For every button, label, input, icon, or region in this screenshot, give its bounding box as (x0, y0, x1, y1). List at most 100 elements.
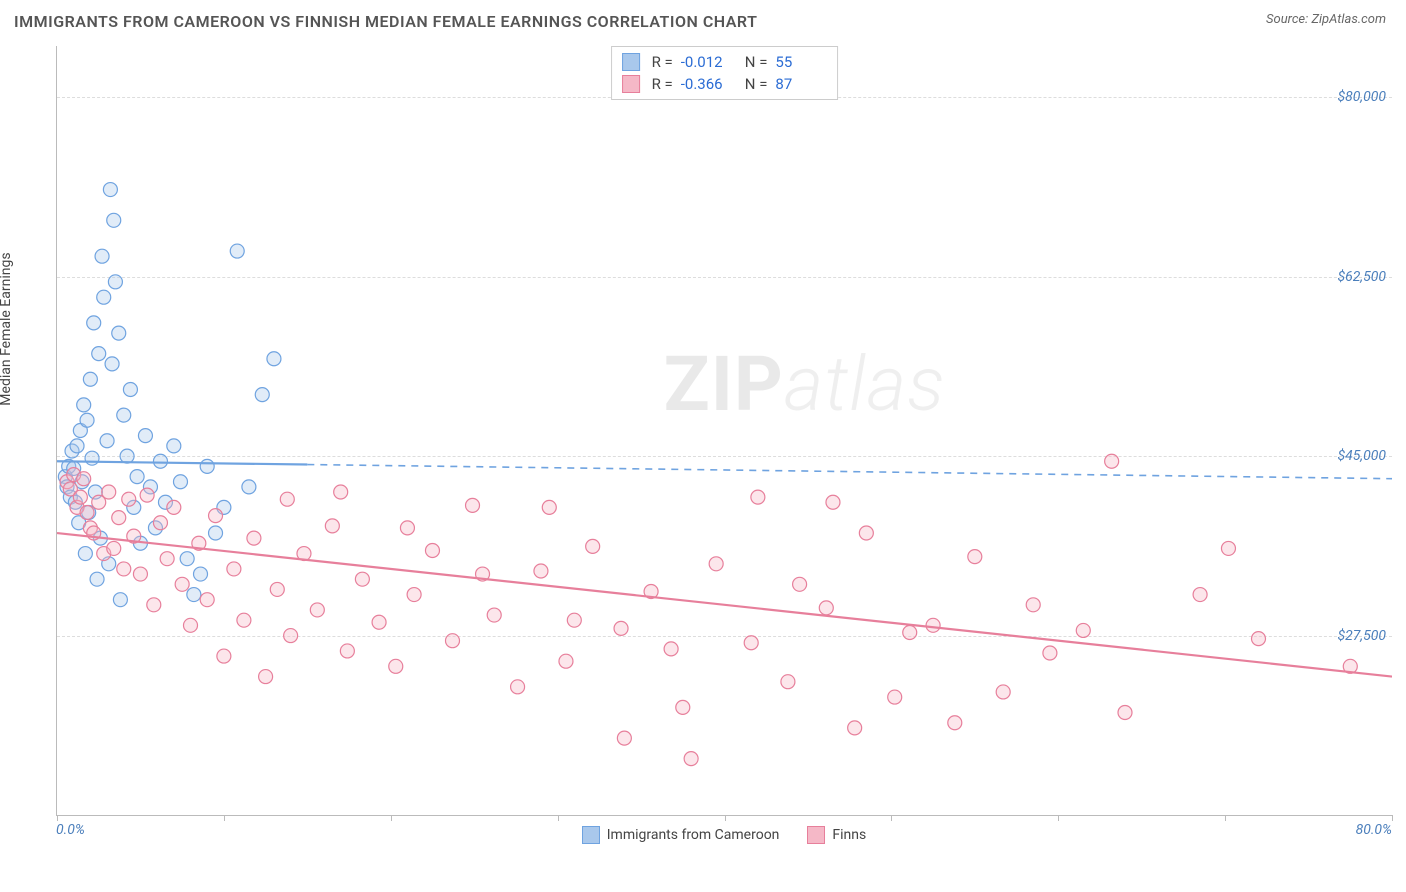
scatter-point (372, 615, 386, 629)
scatter-point (123, 382, 137, 396)
scatter-point (187, 588, 201, 602)
legend-row-finns: R = -0.366 N = 87 (622, 73, 828, 95)
scatter-point (567, 613, 581, 627)
scatter-point (227, 562, 241, 576)
scatter-point (78, 547, 92, 561)
scatter-point (108, 275, 122, 289)
scatter-point (242, 480, 256, 494)
scatter-point (105, 357, 119, 371)
chart-container: Median Female Earnings ZIPatlas R = -0.0… (14, 46, 1392, 872)
scatter-point (664, 642, 678, 656)
scatter-point (1105, 454, 1119, 468)
scatter-point (173, 475, 187, 489)
scatter-point (534, 564, 548, 578)
scatter-point (751, 490, 765, 504)
legend-item-cameroon: Immigrants from Cameroon (582, 826, 780, 844)
scatter-point (511, 680, 525, 694)
scatter-point (92, 347, 106, 361)
legend-label-finns: Finns (832, 827, 866, 843)
scatter-point (107, 541, 121, 555)
scatter-point (684, 752, 698, 766)
scatter-point (968, 550, 982, 564)
scatter-point (95, 249, 109, 263)
scatter-point (355, 572, 369, 586)
scatter-point (542, 500, 556, 514)
scatter-point (113, 593, 127, 607)
scatter-point (614, 621, 628, 635)
scatter-point (1118, 705, 1132, 719)
scatter-point (1043, 646, 1057, 660)
scatter-point (859, 526, 873, 540)
scatter-point (209, 509, 223, 523)
swatch-finns-bottom (807, 826, 825, 844)
scatter-point (200, 459, 214, 473)
scatter-point (247, 531, 261, 545)
scatter-point (112, 511, 126, 525)
scatter-svg (57, 46, 1392, 815)
scatter-point (1252, 632, 1266, 646)
scatter-point (102, 485, 116, 499)
scatter-point (996, 685, 1010, 699)
scatter-point (175, 577, 189, 591)
scatter-point (259, 670, 273, 684)
scatter-point (90, 572, 104, 586)
scatter-point (77, 398, 91, 412)
scatter-point (107, 213, 121, 227)
swatch-cameroon-bottom (582, 826, 600, 844)
swatch-cameroon (622, 53, 640, 71)
scatter-point (194, 567, 208, 581)
scatter-point (153, 516, 167, 530)
scatter-point (80, 506, 94, 520)
scatter-point (848, 721, 862, 735)
scatter-point (1076, 623, 1090, 637)
scatter-point (676, 700, 690, 714)
scatter-point (209, 526, 223, 540)
scatter-point (559, 654, 573, 668)
scatter-point (167, 500, 181, 514)
scatter-point (948, 716, 962, 730)
scatter-point (466, 498, 480, 512)
plot-area: ZIPatlas R = -0.012 N = 55 R = -0.366 N … (56, 46, 1392, 816)
scatter-point (147, 598, 161, 612)
scatter-point (167, 439, 181, 453)
scatter-point (280, 492, 294, 506)
scatter-point (122, 492, 136, 506)
scatter-point (903, 625, 917, 639)
scatter-point (617, 731, 631, 745)
scatter-point (140, 488, 154, 502)
scatter-point (83, 372, 97, 386)
scatter-point (160, 552, 174, 566)
trend-line-solid (57, 533, 1392, 677)
scatter-point (180, 552, 194, 566)
scatter-point (1221, 541, 1235, 555)
scatter-point (793, 577, 807, 591)
scatter-point (325, 519, 339, 533)
scatter-point (200, 593, 214, 607)
scatter-point (117, 408, 131, 422)
scatter-point (87, 316, 101, 330)
legend-item-finns: Finns (807, 826, 866, 844)
scatter-point (133, 567, 147, 581)
scatter-point (217, 649, 231, 663)
scatter-point (334, 485, 348, 499)
scatter-point (237, 613, 251, 627)
scatter-point (445, 634, 459, 648)
scatter-point (153, 454, 167, 468)
scatter-point (255, 388, 269, 402)
correlation-legend: R = -0.012 N = 55 R = -0.366 N = 87 (611, 46, 839, 100)
scatter-point (100, 434, 114, 448)
scatter-point (97, 290, 111, 304)
scatter-point (926, 618, 940, 632)
series-legend: Immigrants from Cameroon Finns (56, 826, 1392, 844)
scatter-point (709, 557, 723, 571)
scatter-point (103, 183, 117, 197)
scatter-point (80, 413, 94, 427)
scatter-point (130, 470, 144, 484)
y-axis-label: Median Female Earnings (0, 252, 14, 405)
scatter-point (70, 439, 84, 453)
chart-title: IMMIGRANTS FROM CAMEROON VS FINNISH MEDI… (14, 12, 757, 31)
scatter-point (1026, 598, 1040, 612)
scatter-point (270, 582, 284, 596)
scatter-point (400, 521, 414, 535)
scatter-point (826, 495, 840, 509)
